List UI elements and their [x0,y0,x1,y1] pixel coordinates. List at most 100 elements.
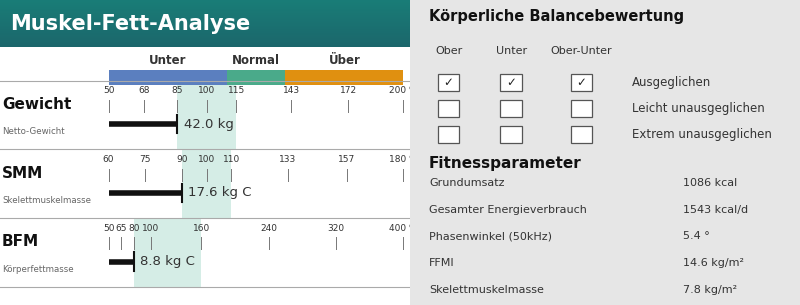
Bar [0,23,410,24]
Text: 7.8 kg/m²: 7.8 kg/m² [683,285,737,295]
Bar [182,149,231,218]
Text: 80: 80 [128,224,139,232]
Text: 143: 143 [283,86,300,95]
Text: Ausgeglichen: Ausgeglichen [632,76,711,89]
Text: Phasenwinkel (50kHz): Phasenwinkel (50kHz) [429,231,552,242]
Bar [0,43,410,44]
Text: Unter: Unter [495,46,526,56]
Bar [134,218,202,287]
Text: FFMI: FFMI [429,258,454,268]
Bar [0,13,410,14]
Text: Normal: Normal [232,54,280,67]
Bar [0,39,410,40]
Text: 240: 240 [260,224,277,232]
Bar [0,2,410,3]
Text: Unter: Unter [149,54,186,67]
Text: 100: 100 [142,224,159,232]
Text: 85: 85 [172,86,183,95]
Bar [0,1,410,2]
Text: 1086 kcal: 1086 kcal [683,178,737,188]
Text: ✓: ✓ [506,76,516,89]
Text: Muskel-Fett-Analyse: Muskel-Fett-Analyse [10,14,250,34]
Text: Ober: Ober [435,46,462,56]
Bar [0,45,410,46]
Text: ✓: ✓ [444,76,454,89]
Text: Grundumsatz: Grundumsatz [429,178,505,188]
Bar [109,70,226,85]
Text: 68: 68 [138,86,150,95]
Bar [0,18,410,19]
Text: Körperliche Balancebewertung: Körperliche Balancebewertung [429,9,684,24]
Bar [0,41,410,43]
Bar [0,29,410,30]
Text: ✓: ✓ [577,76,586,89]
Bar [0,38,410,39]
Bar [0,9,410,10]
Text: Extrem unausgeglichen: Extrem unausgeglichen [632,128,772,141]
Text: 90: 90 [177,155,188,164]
Text: 100: 100 [198,86,215,95]
Bar [0,46,410,47]
Bar [0,4,410,5]
Text: Leicht unausgeglichen: Leicht unausgeglichen [632,102,765,115]
Text: 14.6 kg/m²: 14.6 kg/m² [683,258,744,268]
Text: 200 %: 200 % [389,86,418,95]
Bar [0,10,410,11]
Bar [0,28,410,29]
Text: 172: 172 [340,86,357,95]
Bar [500,100,522,117]
Text: 110: 110 [222,155,240,164]
Text: SMM: SMM [2,166,43,181]
Bar [0,32,410,33]
Bar [0,34,410,35]
Bar [0,6,410,7]
Bar [0,22,410,23]
Bar [0,27,410,28]
Bar [226,70,286,85]
Text: Netto-Gewicht: Netto-Gewicht [2,127,65,136]
Text: 50: 50 [102,224,114,232]
Bar [0,11,410,12]
Text: 133: 133 [279,155,297,164]
Bar [0,17,410,18]
Bar [0,7,410,8]
Bar [0,20,410,21]
Text: Skelettmuskelmasse: Skelettmuskelmasse [429,285,544,295]
Bar [178,81,236,149]
Text: 180 %: 180 % [389,155,418,164]
Bar [0,31,410,32]
Bar [0,3,410,4]
Bar [286,70,403,85]
Text: 8.8 kg C: 8.8 kg C [140,255,195,268]
Text: Gesamter Energieverbrauch: Gesamter Energieverbrauch [429,205,587,215]
Bar [500,74,522,91]
Bar [500,126,522,142]
Text: 320: 320 [327,224,345,232]
Bar [0,36,410,37]
Text: Körperfettmasse: Körperfettmasse [2,265,74,274]
Text: Über: Über [329,54,361,67]
Bar [0,44,410,45]
Text: Ober-Unter: Ober-Unter [550,46,612,56]
Text: 17.6 kg C: 17.6 kg C [189,186,252,199]
Bar [0,0,410,1]
Bar [570,100,592,117]
Bar [0,26,410,27]
Bar [0,21,410,22]
Text: 157: 157 [338,155,355,164]
Text: 115: 115 [228,86,245,95]
Text: 50: 50 [102,86,114,95]
Text: 75: 75 [140,155,151,164]
Bar [438,126,459,142]
Text: 160: 160 [193,224,210,232]
Text: 100: 100 [198,155,215,164]
Bar [0,5,410,6]
Bar [438,74,459,91]
Bar [0,19,410,20]
Text: BFM: BFM [2,234,39,249]
Bar [0,12,410,13]
Bar [0,16,410,17]
Text: Skelettmuskelmasse: Skelettmuskelmasse [2,196,91,205]
Bar [0,14,410,15]
Text: 60: 60 [102,155,114,164]
